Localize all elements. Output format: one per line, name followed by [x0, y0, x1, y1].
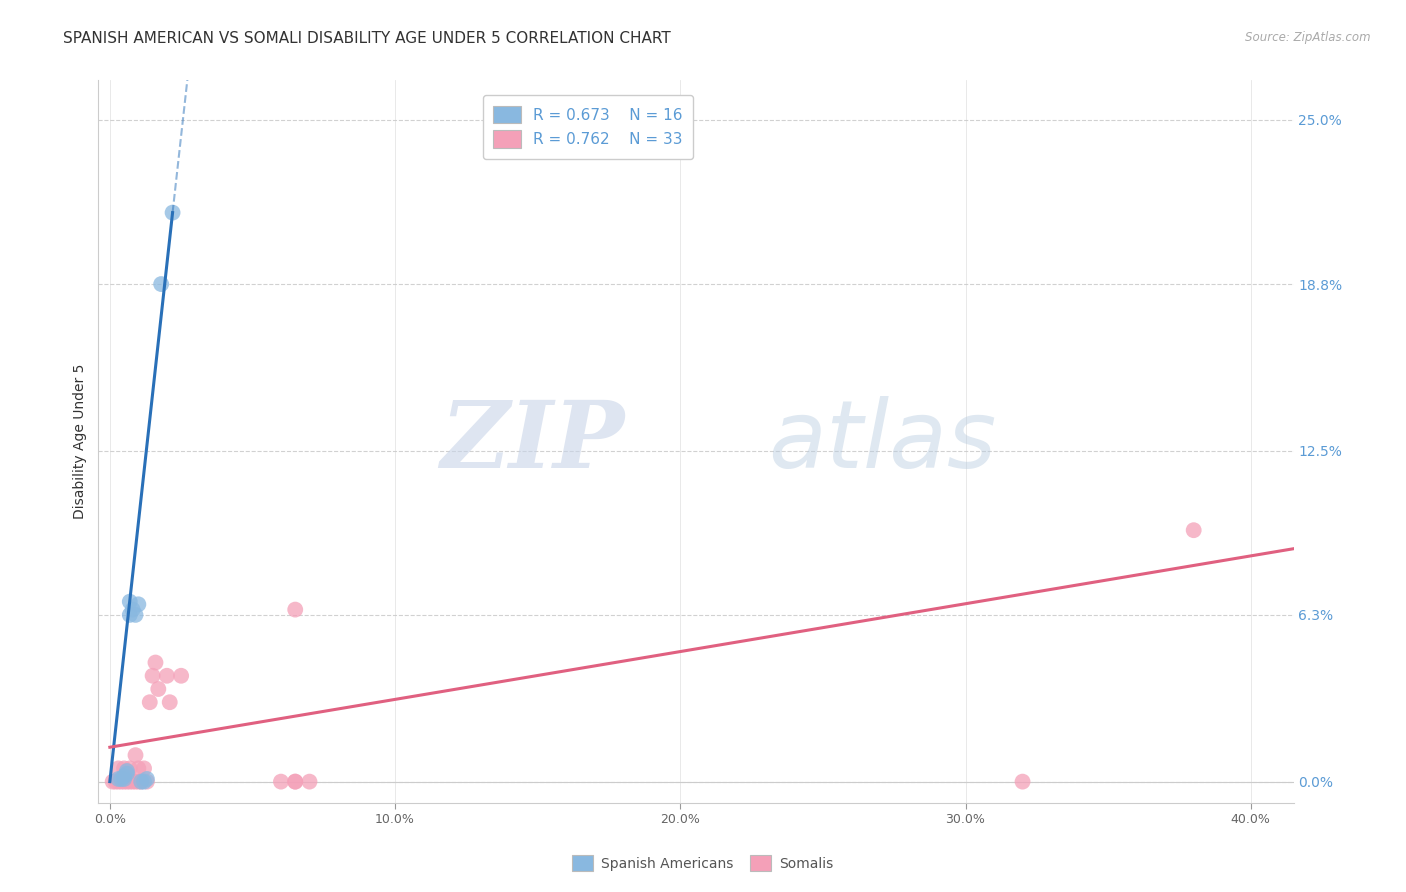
Point	[148, 681, 170, 696]
Point	[127, 774, 149, 789]
Point	[132, 774, 155, 789]
Point	[284, 602, 307, 616]
Point	[139, 695, 162, 709]
Text: ZIP: ZIP	[440, 397, 624, 486]
Point	[112, 769, 135, 783]
Point	[121, 602, 143, 616]
Point	[101, 774, 124, 789]
Point	[118, 761, 141, 775]
Point	[107, 772, 129, 786]
Point	[135, 772, 157, 786]
Point	[124, 748, 146, 763]
Point	[121, 774, 143, 789]
Point	[115, 774, 138, 789]
Point	[159, 695, 181, 709]
Point	[112, 761, 135, 775]
Text: Source: ZipAtlas.com: Source: ZipAtlas.com	[1246, 31, 1371, 45]
Point	[145, 656, 167, 670]
Point	[124, 774, 146, 789]
Point	[170, 669, 193, 683]
Text: atlas: atlas	[768, 396, 995, 487]
Point	[107, 761, 129, 775]
Point	[110, 774, 132, 789]
Point	[124, 607, 146, 622]
Text: SPANISH AMERICAN VS SOMALI DISABILITY AGE UNDER 5 CORRELATION CHART: SPANISH AMERICAN VS SOMALI DISABILITY AG…	[63, 31, 671, 46]
Point	[132, 761, 155, 775]
Point	[115, 764, 138, 778]
Point	[270, 774, 292, 789]
Point	[1182, 523, 1205, 537]
Point	[162, 205, 184, 219]
Point	[112, 772, 135, 786]
Point	[284, 774, 307, 789]
Point	[127, 597, 149, 611]
Point	[110, 772, 132, 786]
Point	[298, 774, 321, 789]
Point	[104, 774, 127, 789]
Point	[142, 669, 165, 683]
Point	[118, 774, 141, 789]
Legend: Spanish Americans, Somalis: Spanish Americans, Somalis	[565, 848, 841, 878]
Point	[107, 774, 129, 789]
Point	[115, 766, 138, 780]
Point	[150, 277, 173, 291]
Point	[115, 772, 138, 786]
Point	[284, 774, 307, 789]
Legend: R = 0.673    N = 16, R = 0.762    N = 33: R = 0.673 N = 16, R = 0.762 N = 33	[482, 95, 693, 159]
Point	[112, 774, 135, 789]
Point	[129, 774, 152, 789]
Point	[118, 595, 141, 609]
Y-axis label: Disability Age Under 5: Disability Age Under 5	[73, 364, 87, 519]
Point	[1011, 774, 1033, 789]
Point	[135, 774, 157, 789]
Point	[118, 607, 141, 622]
Point	[129, 774, 152, 789]
Point	[127, 761, 149, 775]
Point	[156, 669, 179, 683]
